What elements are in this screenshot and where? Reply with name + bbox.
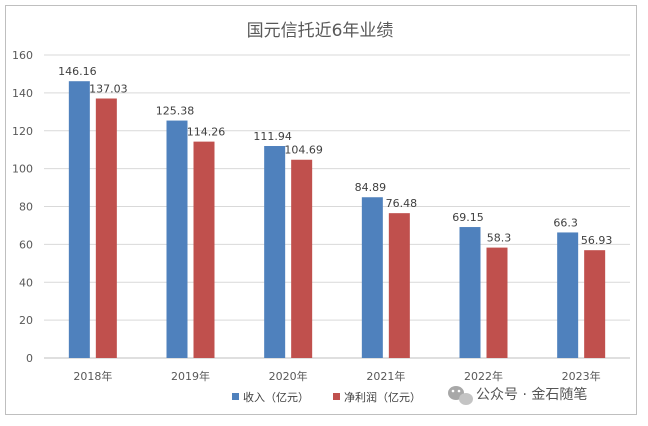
- x-tick-label: 2019年: [171, 369, 210, 383]
- y-tick-label: 60: [19, 238, 33, 251]
- x-tick-label: 2020年: [269, 369, 308, 383]
- wechat-icon: [448, 386, 473, 405]
- revenue-data-label: 66.3: [553, 216, 578, 229]
- net-profit-data-label: 104.69: [284, 144, 323, 157]
- watermark: 公众号 · 金石随笔: [448, 386, 587, 405]
- net-profit-data-label: 58.3: [487, 232, 512, 245]
- revenue-data-label: 125.38: [156, 105, 195, 118]
- y-tick-label: 140: [12, 87, 33, 100]
- x-axis: 2018年 2019年 2020年 2021年 2022年 2023年: [73, 369, 600, 383]
- net-profit-data-label: 137.03: [89, 82, 128, 95]
- revenue-data-label: 69.15: [452, 211, 484, 224]
- bars: [68, 81, 606, 359]
- net-profit-bar: [291, 159, 313, 358]
- revenue-data-label: 111.94: [253, 130, 292, 143]
- watermark-text: 公众号 · 金石随笔: [476, 387, 587, 403]
- y-tick-label: 120: [12, 125, 33, 138]
- x-tick-label: 2018年: [73, 369, 112, 383]
- net-profit-data-label: 114.26: [187, 126, 226, 139]
- gridlines: [44, 54, 630, 359]
- revenue-bar: [68, 81, 90, 358]
- revenue-bar: [166, 120, 188, 359]
- y-axis: 0 20 40 60 80 100 120 140 160: [12, 49, 33, 365]
- y-tick-label: 40: [19, 276, 33, 289]
- y-tick-label: 80: [19, 201, 33, 214]
- net-profit-data-label: 56.93: [581, 234, 613, 247]
- chart-title: 国元信托近6年业绩: [247, 21, 394, 41]
- net-profit-bar: [486, 247, 508, 358]
- x-tick-label: 2022年: [464, 369, 503, 383]
- legend-label-revenue: 收入（亿元）: [243, 390, 309, 404]
- revenue-bar: [264, 146, 286, 358]
- net-profit-bar: [193, 141, 215, 358]
- legend-swatch-net-profit: [333, 393, 340, 400]
- net-profit-bar: [584, 250, 606, 358]
- y-tick-label: 0: [26, 352, 33, 365]
- legend-swatch-revenue: [232, 393, 239, 400]
- revenue-bar: [361, 197, 383, 358]
- net-profit-data-label: 76.48: [386, 197, 418, 210]
- x-tick-label: 2023年: [562, 369, 601, 383]
- revenue-data-label: 84.89: [355, 181, 387, 194]
- y-tick-label: 160: [12, 49, 33, 62]
- revenue-bar: [459, 227, 481, 358]
- legend-label-net-profit: 净利润（亿元）: [344, 390, 421, 404]
- y-tick-label: 20: [19, 314, 33, 327]
- revenue-bar: [557, 232, 579, 358]
- legend: 收入（亿元） 净利润（亿元）: [232, 390, 421, 404]
- net-profit-bar: [388, 213, 410, 358]
- x-tick-label: 2021年: [366, 369, 405, 383]
- net-profit-bar: [95, 98, 117, 358]
- revenue-data-label: 146.16: [58, 65, 97, 78]
- y-tick-label: 100: [12, 163, 33, 176]
